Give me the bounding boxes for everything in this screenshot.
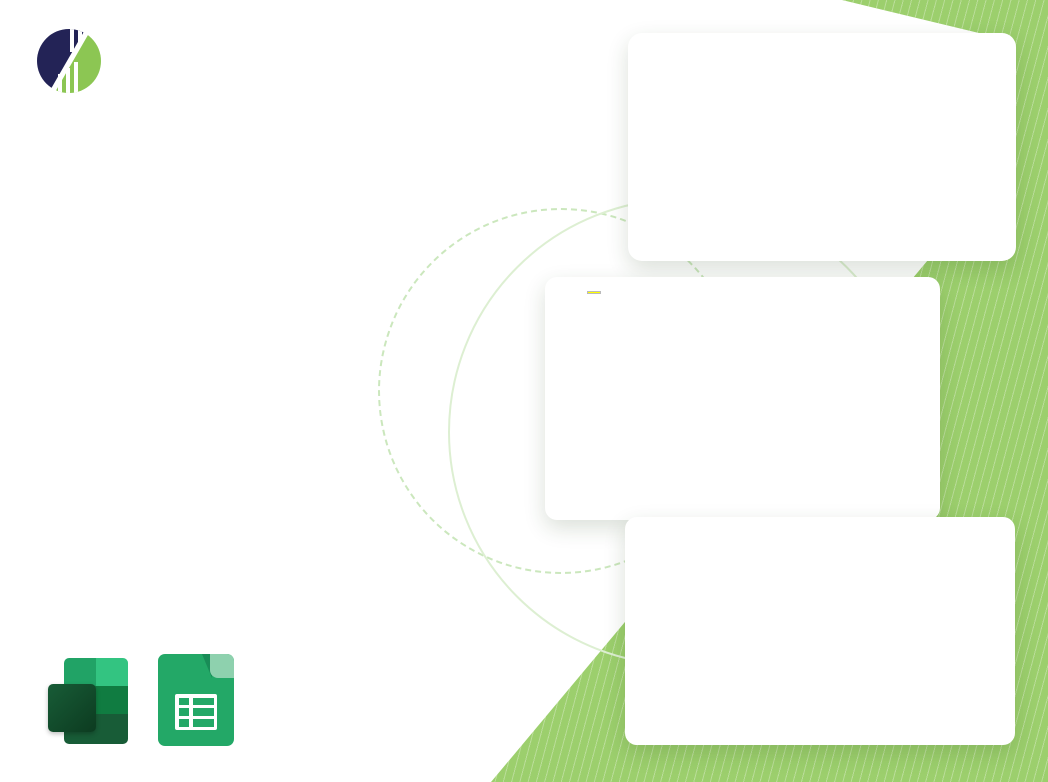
brand-logo — [36, 28, 116, 94]
excel-x-tile — [48, 684, 96, 732]
excel-sheet-shape — [64, 658, 128, 744]
google-sheets-icon — [158, 654, 234, 746]
sheets-grid — [175, 694, 217, 730]
dashboard-card — [545, 277, 940, 520]
excel-icon — [30, 650, 135, 752]
sheets-fold-shadow — [202, 654, 212, 678]
scenario-selector[interactable] — [587, 291, 601, 294]
dashboard-header — [553, 285, 703, 294]
sheets-fold — [210, 654, 234, 678]
brand-logo-icon — [37, 29, 101, 93]
dupont-flowchart-card — [628, 33, 1016, 261]
scenarios-card — [625, 517, 1015, 745]
